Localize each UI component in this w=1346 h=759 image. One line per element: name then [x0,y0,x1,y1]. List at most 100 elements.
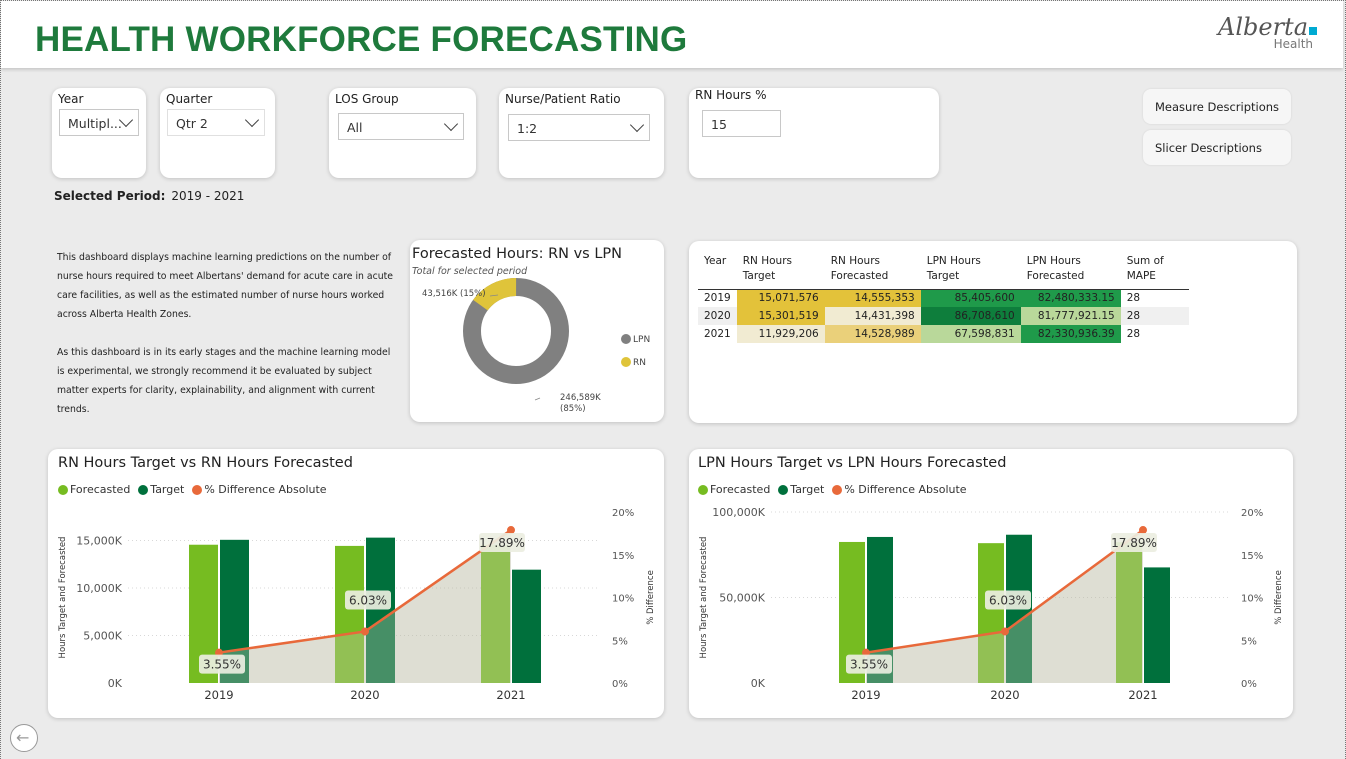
back-button[interactable]: ← [10,724,38,752]
data-label-bg [985,590,1031,610]
matrix-header-mape[interactable]: Sum of MAPE [1126,255,1164,282]
diff-point [1001,627,1009,636]
donut-subtitle: Total for selected period [412,266,528,277]
los-slicer: LOS Group All [329,88,476,178]
matrix-header-lpn-target[interactable]: LPN Hours Target [926,255,981,282]
matrix-cell: 81,777,921.15 [1020,307,1121,325]
lpn-chart-card: LPN Hours Target vs LPN Hours Forecasted… [689,449,1293,718]
donut-chart: 43,516K (15%) 246,589K (85%) LPN RN [422,270,650,414]
y2-tick-label: 15% [1241,551,1263,562]
quarter-slicer: Quarter Qtr 2 [160,88,275,178]
bar-target [1144,567,1170,683]
legend-rn: RN [633,358,646,368]
y-axis-label: Hours Target and Forecasted [699,537,709,659]
quarter-dropdown-value: Qtr 2 [176,116,208,131]
donut-label-rn: 43,516K (15%) [422,289,486,299]
table-row[interactable]: 2019 15,071,576 14,555,353 85,405,600 82… [698,289,1189,307]
diff-area-overlay [219,530,511,683]
selected-period: Selected Period: 2019 - 2021 [54,189,244,203]
matrix-cell: 15,071,576 [736,289,825,307]
los-dropdown[interactable]: All [338,113,464,140]
legend-item-target[interactable]: Target [138,483,184,496]
quarter-dropdown[interactable]: Qtr 2 [167,109,265,136]
donut-slice-rn[interactable] [455,270,578,393]
y2-tick-label: 5% [1241,636,1257,647]
matrix-header-rn-forecasted[interactable]: RN Hours Forecasted [830,255,889,282]
data-label: 3.55% [850,658,888,672]
logo-main-text: Alberta [1218,13,1308,41]
logo-sub-text: Health [1273,37,1313,51]
matrix-cell: 67,598,831 [920,325,1021,343]
y2-tick-label: 15% [612,551,634,562]
y2-tick-label: 5% [612,636,628,647]
matrix-header-rn-target[interactable]: RN Hours Target [742,255,792,282]
matrix-header-lpn-forecasted[interactable]: LPN Hours Forecasted [1026,255,1085,282]
legend-item-forecasted[interactable]: Forecasted [698,483,770,496]
rn-hours-value: 15 [711,117,727,132]
data-label: 3.55% [203,658,241,672]
table-row[interactable]: 2020 15,301,519 14,431,398 86,708,610 81… [698,307,1189,325]
data-label: 6.03% [349,593,387,607]
ratio-dropdown-value: 1:2 [517,121,538,136]
rn-leader-line [489,294,499,297]
bar-forecasted [978,543,1004,683]
data-label-bg [199,654,245,674]
matrix-cell: 15,301,519 [736,307,825,325]
ratio-slicer-label: Nurse/Patient Ratio [505,92,621,106]
los-slicer-label: LOS Group [335,92,399,106]
rn-hours-label: RN Hours % [695,88,767,102]
logo-square-icon [1309,27,1317,35]
y2-tick-label: 10% [612,594,634,605]
selected-period-label: Selected Period: [54,189,166,203]
matrix-cell: 82,480,333.15 [1020,289,1121,307]
alberta-health-logo: Alberta Health [1218,13,1317,51]
measure-descriptions-button[interactable]: Measure Descriptions [1143,89,1291,124]
data-label-bg [479,533,525,553]
chevron-down-icon [629,117,645,133]
dashboard-description: This dashboard displays machine learning… [57,248,397,438]
x-tick-label: 2019 [851,688,880,702]
matrix-cell: 14,555,353 [824,289,921,307]
donut-card: Forecasted Hours: RN vs LPN Total for se… [410,240,664,422]
year-dropdown[interactable]: Multipl... [59,109,139,136]
y-tick-label: 0K [108,677,123,690]
matrix-cell: 2019 [704,292,731,305]
ratio-dropdown[interactable]: 1:2 [508,114,650,141]
rn-hours-input[interactable]: 15 [702,110,781,137]
legend-item-forecasted[interactable]: Forecasted [58,483,130,496]
matrix-cell: 14,528,989 [824,325,921,343]
chevron-down-icon [244,112,260,128]
hours-matrix: Year RN Hours Target RN Hours Forecasted… [698,252,1189,343]
y-tick-label: 15,000K [76,535,122,548]
lpn-chart-legend: Forecasted Target % Difference Absolute [698,483,971,496]
los-dropdown-value: All [347,120,363,135]
x-tick-label: 2021 [1128,688,1157,702]
matrix-cell: 28 [1126,328,1141,340]
matrix-cell: 82,330,936.39 [1020,325,1121,343]
matrix-cell: 11,929,206 [736,325,825,343]
quarter-slicer-label: Quarter [166,92,213,106]
diff-area [866,530,1143,683]
legend-dot-lpn [621,334,631,344]
legend-item-target[interactable]: Target [778,483,824,496]
y-tick-label: 100,000K [712,506,765,519]
table-row[interactable]: 2021 11,929,206 14,528,989 67,598,831 82… [698,325,1189,343]
y2-tick-label: 0% [1241,679,1257,690]
header-bar: HEALTH WORKFORCE FORECASTING Alberta Hea… [1,1,1343,68]
bar-forecasted [1116,542,1142,683]
bar-target [366,537,395,683]
matrix-cell: 85,405,600 [920,289,1021,307]
description-paragraph-2: As this dashboard is in its early stages… [57,347,391,415]
slicer-descriptions-button[interactable]: Slicer Descriptions [1143,130,1291,165]
data-label-bg [345,590,391,610]
y-tick-label: 50,000K [719,592,765,605]
matrix-header-year[interactable]: Year [704,255,727,267]
year-slicer-label: Year [58,92,84,106]
lpn-chart-title: LPN Hours Target vs LPN Hours Forecasted [698,455,1007,471]
legend-item-diff[interactable]: % Difference Absolute [192,483,327,496]
matrix-cell: 28 [1126,292,1141,305]
y-tick-label: 10,000K [76,582,122,595]
legend-item-diff[interactable]: % Difference Absolute [832,483,967,496]
y-tick-label: 5,000K [83,630,122,643]
donut-title: Forecasted Hours: RN vs LPN [412,246,623,262]
